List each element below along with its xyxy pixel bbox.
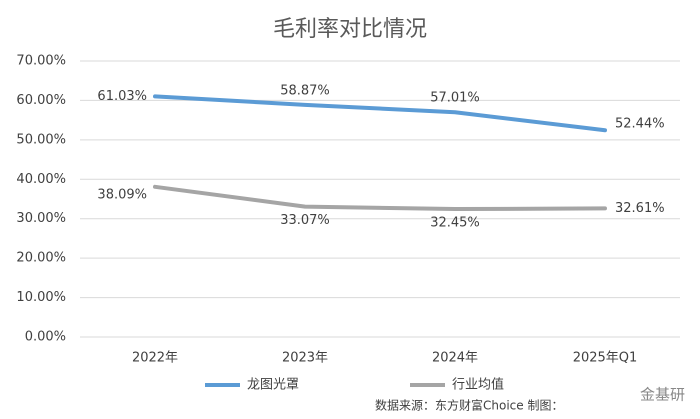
legend-label: 行业均值 bbox=[452, 377, 504, 393]
data-label: 61.03% bbox=[97, 89, 147, 104]
data-label: 38.09% bbox=[97, 187, 147, 202]
y-tick-label: 70.00% bbox=[16, 54, 66, 69]
data-label: 52.44% bbox=[615, 117, 665, 132]
x-tick-label: 2024年 bbox=[432, 351, 478, 366]
x-tick-label: 2023年 bbox=[282, 351, 328, 366]
watermark: 金基研 bbox=[640, 386, 685, 404]
data-label: 57.01% bbox=[430, 91, 480, 106]
y-tick-label: 10.00% bbox=[16, 290, 66, 305]
y-tick-label: 60.00% bbox=[16, 93, 66, 108]
y-tick-label: 20.00% bbox=[16, 251, 66, 266]
data-label: 58.87% bbox=[280, 83, 330, 98]
source: 数据来源：东方财富Choice 制图： bbox=[375, 398, 563, 413]
y-tick-label: 30.00% bbox=[16, 211, 66, 226]
data-label: 32.45% bbox=[430, 216, 480, 231]
x-tick-label: 2022年 bbox=[132, 351, 178, 366]
legend-label: 龙图光罩 bbox=[247, 378, 299, 393]
y-tick-label: 50.00% bbox=[16, 132, 66, 147]
series-line bbox=[153, 94, 607, 133]
data-label: 32.61% bbox=[615, 201, 665, 216]
data-label: 33.07% bbox=[280, 213, 330, 228]
y-tick-label: 40.00% bbox=[16, 172, 66, 187]
y-tick-label: 0.00% bbox=[25, 330, 66, 345]
series-line bbox=[153, 184, 607, 212]
x-tick-label: 2025年Q1 bbox=[573, 351, 638, 366]
chart-title: 毛利率对比情况 bbox=[273, 17, 427, 42]
